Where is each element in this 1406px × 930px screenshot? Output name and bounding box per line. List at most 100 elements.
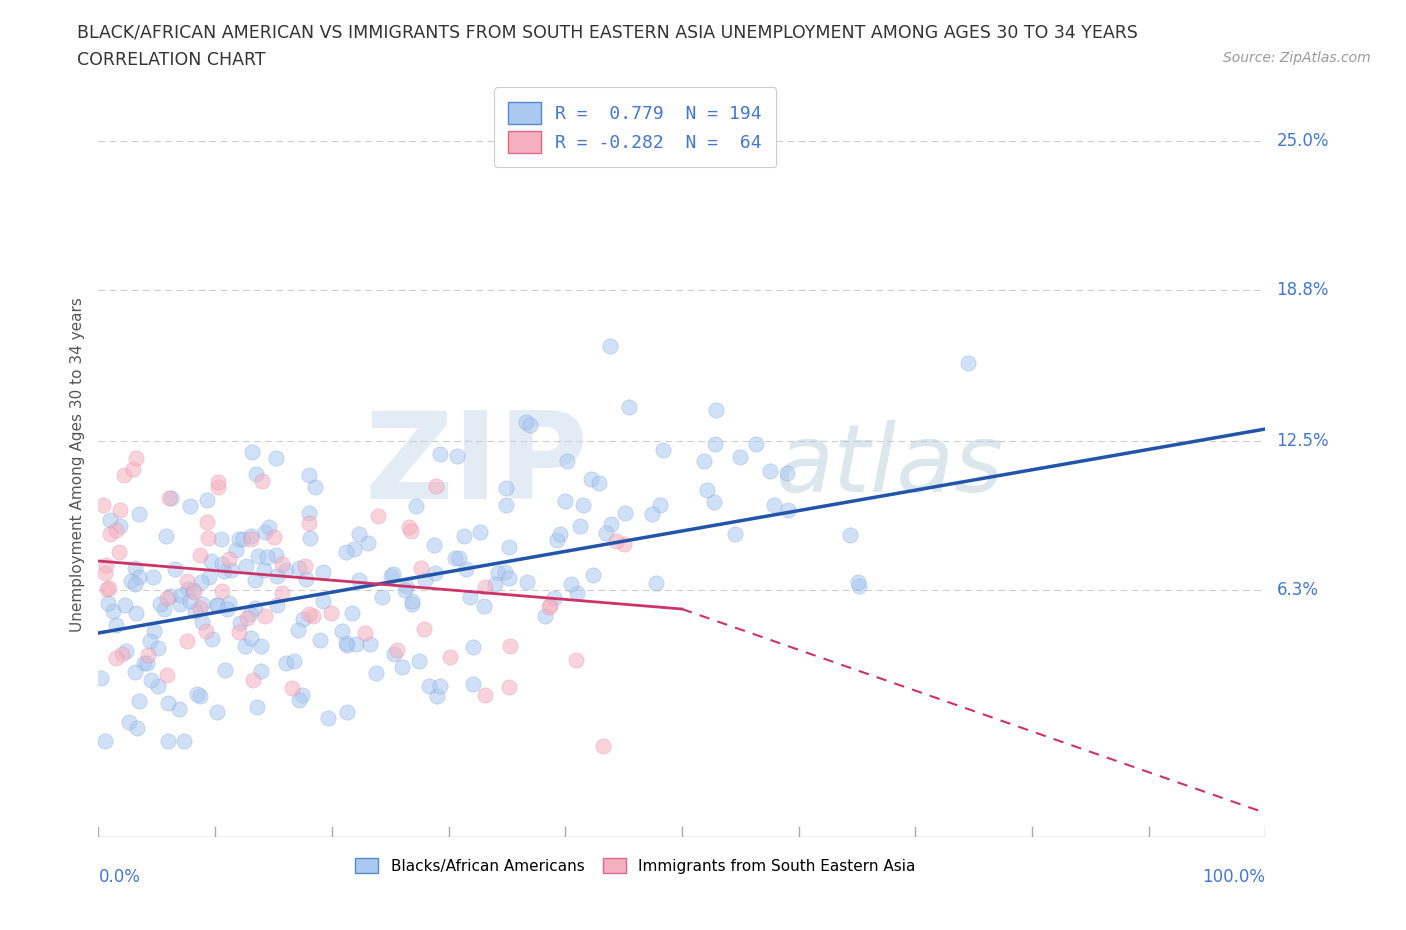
Point (371, 590, 394, 604)
Point (132, 656, 155, 671)
Point (271, 586, 294, 601)
Point (776, 466, 799, 481)
Point (560, 577, 582, 591)
Point (408, 654, 430, 669)
Point (157, 491, 180, 506)
Point (211, 556, 233, 571)
Point (366, 509, 388, 524)
Point (156, 734, 179, 749)
Point (225, 542, 247, 557)
Point (236, 611, 259, 626)
Point (221, 563, 243, 578)
Point (250, 639, 273, 654)
Point (394, 582, 416, 597)
Point (176, 633, 198, 648)
Point (343, 542, 366, 557)
Text: BLACK/AFRICAN AMERICAN VS IMMIGRANTS FROM SOUTH EASTERN ASIA UNEMPLOYMENT AMONG : BLACK/AFRICAN AMERICAN VS IMMIGRANTS FRO… (77, 23, 1139, 41)
Point (257, 520, 280, 535)
Point (651, 443, 673, 458)
Point (763, 498, 786, 512)
Point (696, 483, 718, 498)
Text: 0.0%: 0.0% (98, 868, 141, 885)
Point (169, 596, 191, 611)
Text: 12.5%: 12.5% (1277, 432, 1329, 450)
Point (613, 505, 636, 520)
Point (190, 575, 212, 590)
Point (382, 566, 405, 581)
Point (839, 528, 862, 543)
Point (605, 533, 627, 548)
Point (454, 562, 477, 577)
Point (312, 594, 335, 609)
Point (152, 602, 174, 617)
Point (105, 618, 128, 632)
Point (242, 672, 264, 687)
Point (195, 514, 218, 529)
Point (309, 632, 332, 647)
Point (357, 536, 380, 551)
Point (159, 589, 181, 604)
Point (98, 512, 121, 527)
Point (723, 526, 745, 541)
Point (848, 578, 870, 593)
Point (276, 655, 298, 670)
Point (641, 506, 664, 521)
Point (215, 602, 238, 617)
Point (201, 631, 224, 646)
Point (207, 475, 229, 490)
Point (704, 403, 727, 418)
Point (240, 532, 263, 547)
Point (453, 528, 475, 543)
Point (405, 498, 427, 513)
Point (112, 468, 135, 483)
Point (572, 498, 595, 512)
Point (253, 563, 276, 578)
Point (108, 502, 131, 517)
Point (125, 450, 148, 465)
Legend: Blacks/African Americans, Immigrants from South Eastern Asia: Blacks/African Americans, Immigrants fro… (347, 850, 922, 882)
Point (316, 711, 339, 725)
Point (228, 531, 250, 546)
Point (136, 647, 159, 662)
Text: 100.0%: 100.0% (1202, 868, 1265, 885)
Point (759, 464, 782, 479)
Point (344, 636, 367, 651)
Point (271, 556, 294, 571)
Point (298, 530, 321, 545)
Point (101, 604, 124, 618)
Point (121, 461, 143, 476)
Point (298, 606, 321, 621)
Point (169, 588, 191, 603)
Point (288, 560, 311, 575)
Point (233, 639, 256, 654)
Point (330, 624, 353, 639)
Point (228, 625, 250, 640)
Point (382, 646, 405, 661)
Point (342, 605, 364, 620)
Point (538, 597, 561, 612)
Point (240, 445, 263, 459)
Point (124, 561, 146, 576)
Point (336, 704, 359, 719)
Point (128, 569, 150, 584)
Point (207, 598, 229, 613)
Point (463, 676, 485, 691)
Point (294, 559, 316, 574)
Point (385, 643, 408, 658)
Point (247, 549, 270, 564)
Point (245, 466, 267, 481)
Point (188, 688, 211, 703)
Point (94, 734, 117, 749)
Point (108, 519, 131, 534)
Point (165, 562, 187, 577)
Point (127, 721, 149, 736)
Point (423, 565, 446, 580)
Point (266, 548, 288, 563)
Point (104, 523, 127, 538)
Point (401, 523, 423, 538)
Point (115, 644, 138, 658)
Point (588, 475, 610, 490)
Point (413, 621, 436, 636)
Point (128, 507, 150, 522)
Point (93, 498, 115, 512)
